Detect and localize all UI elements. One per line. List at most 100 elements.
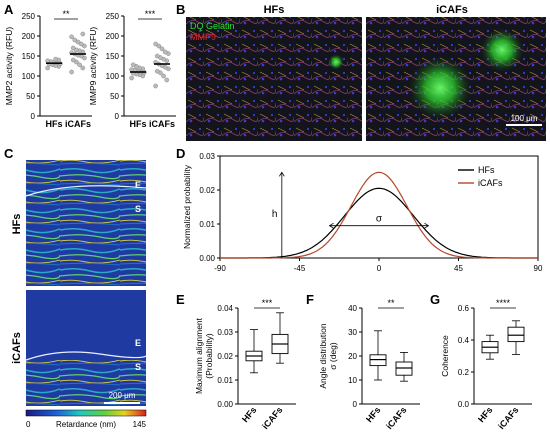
scale-bar-c: [104, 402, 140, 404]
e-category-label: iCAFs: [260, 405, 284, 431]
d-ylabel: Normalized probability: [182, 164, 192, 249]
label-mmp9: MMP9: [190, 32, 216, 42]
f-ytick-label: 20: [348, 352, 357, 361]
g-ytick-label: 0.6: [458, 304, 470, 313]
a-data-point: [45, 65, 50, 71]
d-sigma-arrowheads: [328, 222, 430, 229]
g-ylabel: Coherence: [440, 335, 450, 377]
retardance-image-icafs-lower: [26, 360, 146, 406]
scale-bar-b-label: 100 μm: [511, 114, 538, 123]
d-xtick-label: 45: [454, 264, 463, 273]
f-ytick-label: 0: [353, 400, 358, 409]
panel-letter-d: D: [176, 146, 186, 161]
row-label-icafs: iCAFs: [11, 332, 23, 364]
e-ylabel-line2: (Probability): [204, 333, 214, 379]
a-data-point: [80, 65, 86, 71]
a-ytick-label: 0: [115, 112, 120, 121]
g-ytick-label: 0.4: [458, 336, 470, 345]
layer-label-e-hfs: E: [135, 180, 141, 190]
a-data-point: [129, 75, 134, 81]
d-xtick-label: 90: [534, 264, 543, 273]
f-category-label: HFs: [364, 405, 383, 424]
a-ytick-label: 50: [110, 92, 119, 101]
retardance-colorbar: [25, 409, 147, 417]
retardance-image-hfs: [26, 160, 146, 286]
a-data-point: [69, 69, 74, 75]
a-ytick-label: 200: [106, 32, 120, 41]
row-label-hfs: HFs: [11, 214, 23, 235]
d-xtick-label: -45: [294, 264, 306, 273]
gelatin-spot-hfs: [328, 54, 344, 70]
colorbar-min: 0: [26, 420, 31, 429]
a-data-point: [161, 73, 166, 79]
panel-letter-b: B: [176, 2, 186, 17]
panel-a-scatter-charts: 0 50 100 150 200 250 MMP2 activity (RFU) HFs iCA…: [4, 9, 176, 129]
a-ytick-label: 50: [26, 92, 35, 101]
a-data-point: [70, 45, 76, 51]
a-category-label: iCAFs: [149, 119, 175, 129]
d-legend-label: HFs: [478, 165, 495, 175]
a-data-point: [153, 41, 158, 47]
f-box-icafs: [395, 361, 413, 376]
a-ytick-label: 150: [106, 52, 120, 61]
e-ytick-label: 0.01: [217, 376, 233, 385]
boundary-line-icafs: [25, 351, 147, 361]
a-data-point: [45, 58, 50, 64]
g-ytick-label: 0.2: [458, 368, 470, 377]
a-data-point: [164, 77, 170, 83]
a-data-point: [162, 49, 168, 55]
label-dq-gelatin: DQ Gelatin: [190, 21, 235, 31]
d-ytick-label: 0.01: [199, 220, 215, 229]
a-ytick-label: 100: [22, 72, 36, 81]
a-ytick-label: 100: [106, 72, 120, 81]
panel-f-boxplot: 0 10 20 30 40 Angle distribution σ (deg) HFs iCA…: [318, 298, 420, 431]
a-ytick-label: 250: [106, 12, 120, 21]
g-category-label: HFs: [476, 405, 495, 424]
g-box-icafs: [507, 326, 525, 343]
scale-bar-b: [506, 124, 542, 126]
g-significance: ****: [496, 298, 511, 308]
a-data-point: [77, 62, 82, 68]
colorbar-max: 145: [133, 420, 147, 429]
f-ytick-label: 40: [348, 304, 357, 313]
gelatin-cluster-small: [480, 28, 524, 72]
d-height-arrowhead: [278, 171, 285, 177]
a-data-point: [53, 56, 58, 62]
panel-b-title-hfs: HFs: [264, 4, 285, 16]
d-ytick-label: 0.03: [199, 152, 215, 161]
g-category-label: iCAFs: [496, 405, 520, 431]
panel-letter-g: G: [430, 292, 441, 307]
a-significance: **: [62, 9, 70, 19]
a-data-point: [154, 68, 160, 74]
e-ytick-label: 0.00: [217, 400, 233, 409]
panel-letter-e: E: [176, 292, 185, 307]
a-data-point: [154, 53, 160, 59]
e-ytick-label: 0.04: [217, 304, 233, 313]
e-significance: ***: [262, 298, 273, 308]
g-ytick-label: 0.0: [458, 400, 470, 409]
panel-letter-c: C: [4, 146, 14, 161]
f-ylabel-line2: σ (deg): [328, 342, 338, 370]
a-ytick-label: 0: [31, 112, 36, 121]
a-category-label: HFs: [129, 119, 146, 129]
d-ytick-label: 0.00: [199, 254, 215, 263]
a-data-point: [80, 31, 86, 37]
d-annotation-h: h: [272, 209, 278, 220]
layer-label-s-icafs: S: [135, 362, 141, 372]
f-ytick-label: 10: [348, 376, 357, 385]
d-ytick-label: 0.02: [199, 186, 215, 195]
d-xtick-label: -90: [214, 264, 226, 273]
a-ylabel: MMP2 activity (RFU): [4, 27, 14, 106]
e-category-label: HFs: [240, 405, 259, 424]
gelatin-cluster-large: [408, 56, 472, 120]
scale-bar-c-label: 200 μm: [109, 391, 136, 400]
a-ylabel: MMP9 activity (RFU): [88, 27, 98, 106]
layer-label-e-icafs: E: [135, 338, 141, 348]
a-data-point: [129, 67, 134, 72]
a-ytick-label: 200: [22, 32, 36, 41]
panel-c-retardance: HFs iCAFs E S E S 200 μm 0 Retardance (n…: [11, 160, 147, 429]
e-ylabel-line1: Maximum alignment: [194, 317, 204, 394]
a-data-point: [153, 83, 158, 89]
f-ylabel-line1: Angle distribution: [318, 323, 328, 388]
panel-b-microscopy: HFs iCAFs DQ Gelatin MMP9 100 μm: [186, 4, 546, 141]
